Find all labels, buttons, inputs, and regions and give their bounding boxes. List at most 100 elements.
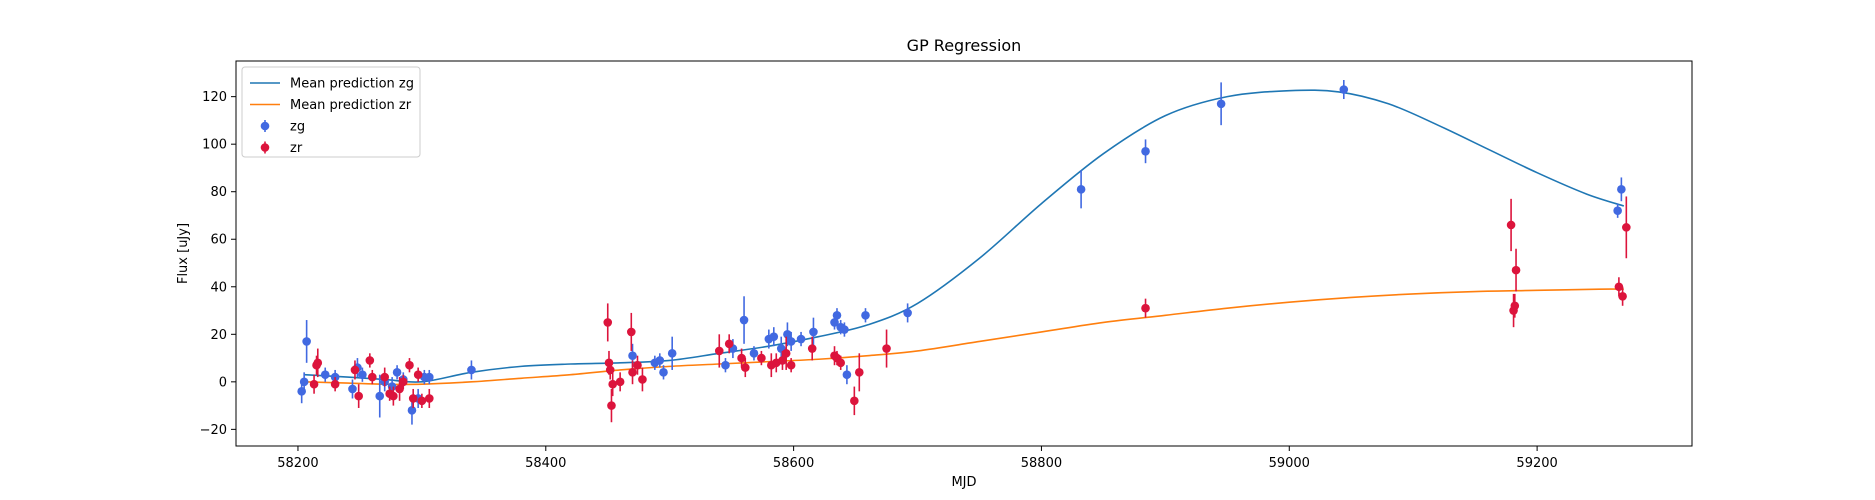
marker <box>407 406 417 415</box>
data-point-zr <box>1614 277 1624 297</box>
marker <box>850 396 859 406</box>
data-point-zg <box>1613 203 1622 218</box>
marker <box>299 377 309 387</box>
marker <box>836 358 846 368</box>
x-tick-label: 59200 <box>1516 456 1557 471</box>
legend-marker-swatch <box>260 143 270 152</box>
marker <box>655 356 665 365</box>
marker <box>659 368 668 377</box>
marker <box>408 394 418 403</box>
data-point-zr <box>1511 248 1521 292</box>
data-point-zr <box>786 358 796 373</box>
marker <box>354 391 363 401</box>
legend-label: Mean prediction zr <box>290 98 412 113</box>
data-point-zr <box>714 334 724 368</box>
data-point-zr <box>757 350 766 366</box>
data-point-zg <box>786 331 796 351</box>
data-point-zr <box>633 355 642 375</box>
data-point-zg <box>903 303 912 323</box>
marker <box>714 346 724 356</box>
data-point-zr <box>1506 198 1516 252</box>
legend-label: zg <box>290 120 305 135</box>
marker <box>832 310 842 320</box>
marker <box>1617 185 1626 194</box>
marker <box>320 370 330 380</box>
legend-marker-swatch <box>260 121 270 131</box>
data-point-zg <box>467 360 476 380</box>
marker <box>605 365 615 375</box>
marker <box>1618 291 1627 301</box>
legend-entry-mean-prediction-zr: Mean prediction zr <box>250 98 412 113</box>
data-point-zg <box>392 365 402 380</box>
marker <box>842 370 852 380</box>
marker <box>786 360 796 370</box>
marker <box>330 379 340 389</box>
marker <box>425 372 434 382</box>
data-point-zg <box>769 327 779 347</box>
marker <box>1141 303 1150 313</box>
marker <box>607 401 616 410</box>
data-points <box>297 80 1631 425</box>
data-point-zr <box>882 329 891 368</box>
marker <box>313 358 323 368</box>
marker <box>626 327 636 337</box>
marker <box>425 394 434 403</box>
x-tick-label: 58600 <box>773 456 814 471</box>
marker <box>389 391 398 401</box>
legend-label: zr <box>290 141 303 156</box>
marker <box>786 337 796 346</box>
data-point-zr <box>605 360 615 380</box>
data-point-zg <box>1076 170 1086 209</box>
marker <box>1339 85 1349 94</box>
marker <box>1622 223 1631 232</box>
data-point-zg <box>1617 177 1626 202</box>
marker <box>783 330 792 339</box>
y-tick-label: −20 <box>200 423 227 438</box>
data-point-zg <box>1216 82 1226 126</box>
data-point-zr <box>626 312 636 351</box>
plot-frame <box>235 60 1693 447</box>
marker <box>628 351 637 360</box>
marker <box>740 363 750 372</box>
marker <box>882 344 891 353</box>
data-point-zr <box>807 336 817 361</box>
marker <box>749 349 759 358</box>
data-point-zg <box>299 372 309 392</box>
marker <box>807 344 817 353</box>
marker <box>809 327 818 337</box>
data-point-zg <box>302 320 311 363</box>
data-point-zr <box>1141 298 1150 318</box>
marker <box>398 377 408 387</box>
x-tick-label: 58800 <box>1021 456 1062 471</box>
data-point-zg <box>796 331 806 347</box>
data-point-zr <box>1622 196 1631 259</box>
marker <box>667 349 677 358</box>
y-tick-label: 40 <box>210 280 227 295</box>
y-axis: −20 0 20 40 60 80 100 120 <box>200 90 236 438</box>
x-tick-label: 59000 <box>1269 456 1310 471</box>
marker <box>348 384 357 394</box>
data-point-zr <box>350 360 360 380</box>
data-point-zr <box>607 388 616 423</box>
marker <box>302 337 311 346</box>
data-point-zg <box>739 296 749 344</box>
data-point-zg <box>721 358 730 373</box>
y-tick-label: 80 <box>210 185 227 200</box>
data-point-zr <box>737 348 746 368</box>
data-point-zr <box>836 355 846 370</box>
data-point-zr <box>781 336 791 370</box>
marker <box>350 365 360 375</box>
data-point-zr <box>389 386 398 406</box>
x-axis: 58200 58400 58600 58800 59000 59200 <box>277 446 1558 471</box>
data-point-zr <box>638 367 647 392</box>
data-point-zr <box>608 372 618 397</box>
marker <box>854 368 864 377</box>
marker <box>721 360 730 370</box>
data-point-zr <box>615 372 625 392</box>
data-point-zg <box>840 322 849 337</box>
marker <box>380 372 389 382</box>
y-tick-label: 20 <box>210 328 227 343</box>
marker <box>392 368 402 377</box>
data-point-zg <box>809 317 818 347</box>
data-point-zg <box>832 308 842 323</box>
